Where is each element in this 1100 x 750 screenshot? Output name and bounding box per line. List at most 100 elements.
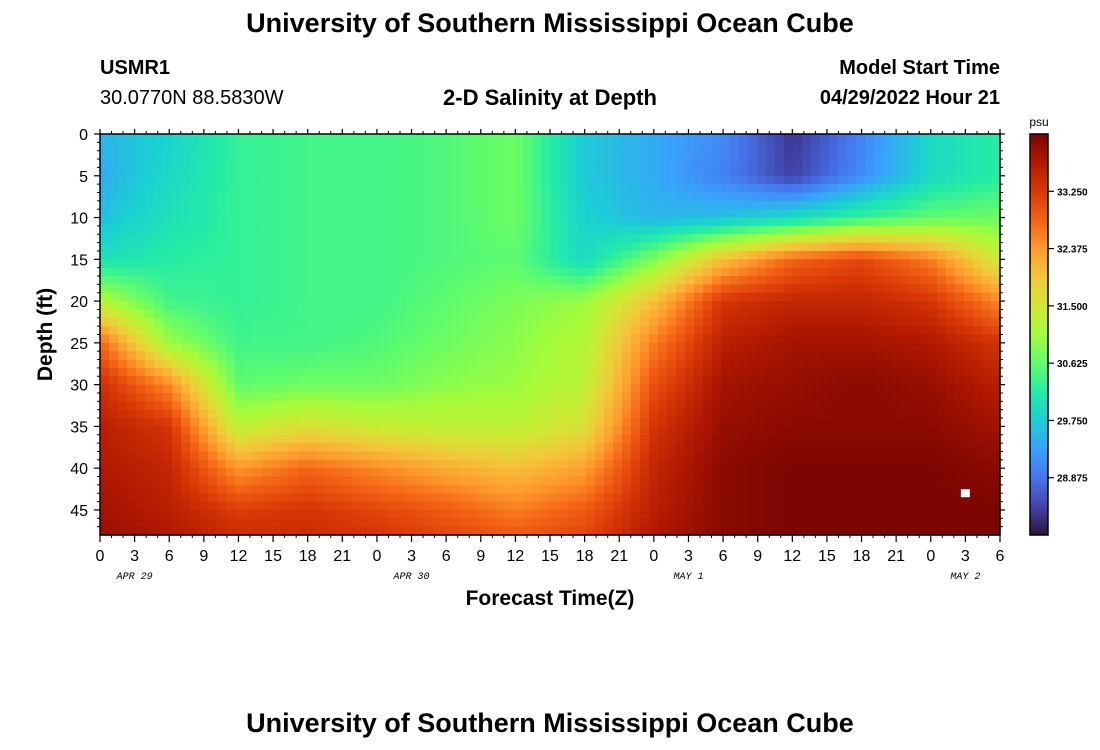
heatmap-cell — [541, 242, 551, 252]
heatmap-cell — [406, 309, 416, 319]
heatmap-cell — [532, 175, 542, 185]
heatmap-cell — [154, 159, 164, 169]
heatmap-cell — [910, 184, 920, 194]
heatmap-cell — [532, 267, 542, 277]
heatmap-cell — [694, 209, 704, 219]
heatmap-cell — [973, 384, 983, 394]
heatmap-cell — [604, 250, 614, 260]
heatmap-cell — [316, 401, 326, 411]
heatmap-cell — [415, 451, 425, 461]
heatmap-cell — [982, 309, 992, 319]
heatmap-cell — [487, 142, 497, 152]
heatmap-cell — [910, 401, 920, 411]
heatmap-cell — [109, 518, 119, 528]
heatmap-cell — [910, 342, 920, 352]
heatmap-cell — [262, 392, 272, 402]
heatmap-cell — [397, 443, 407, 453]
heatmap-cell — [244, 150, 254, 160]
heatmap-cell — [442, 392, 452, 402]
heatmap-cell — [181, 192, 191, 202]
heatmap-cell — [811, 159, 821, 169]
heatmap-cell — [937, 309, 947, 319]
heatmap-cell — [613, 509, 623, 519]
heatmap-cell — [568, 175, 578, 185]
heatmap-cell — [640, 184, 650, 194]
heatmap-cell — [550, 451, 560, 461]
heatmap-cell — [685, 451, 695, 461]
heatmap-cell — [658, 334, 668, 344]
heatmap-cell — [847, 167, 857, 177]
heatmap-cell — [181, 276, 191, 285]
heatmap-cell — [478, 359, 488, 369]
heatmap-cell — [658, 150, 668, 160]
heatmap-cell — [721, 342, 731, 352]
heatmap-cell — [811, 276, 821, 285]
heatmap-cell — [271, 217, 281, 227]
heatmap-cell — [559, 200, 569, 210]
heatmap-cell — [730, 409, 740, 419]
heatmap-cell — [307, 175, 317, 185]
heatmap-cell — [595, 359, 605, 369]
heatmap-cell — [874, 317, 884, 327]
heatmap-cell — [136, 426, 146, 436]
heatmap-cell — [100, 217, 110, 227]
heatmap-cell — [721, 175, 731, 185]
heatmap-cell — [262, 234, 272, 244]
heatmap-cell — [154, 167, 164, 177]
heatmap-cell — [334, 250, 344, 260]
heatmap-cell — [838, 200, 848, 210]
heatmap-cell — [208, 342, 218, 352]
heatmap-cell — [451, 476, 461, 486]
heatmap-cell — [622, 409, 632, 419]
heatmap-cell — [793, 142, 803, 152]
heatmap-cell — [829, 484, 839, 494]
location-marker — [960, 489, 970, 498]
heatmap-cell — [316, 234, 326, 244]
heatmap-cell — [397, 175, 407, 185]
heatmap-cell — [793, 401, 803, 411]
heatmap-cell — [316, 209, 326, 219]
heatmap-cell — [496, 284, 506, 294]
heatmap-cell — [496, 493, 506, 503]
heatmap-cell — [352, 468, 362, 478]
heatmap-cell — [190, 359, 200, 369]
heatmap-cell — [181, 267, 191, 277]
heatmap-cell — [334, 518, 344, 528]
heatmap-cell — [622, 276, 632, 285]
heatmap-cell — [244, 443, 254, 453]
heatmap-cell — [190, 351, 200, 361]
y-tick-label: 10 — [70, 211, 88, 228]
heatmap-cell — [631, 175, 641, 185]
heatmap-cell — [388, 401, 398, 411]
heatmap-cell — [352, 192, 362, 202]
heatmap-cell — [721, 468, 731, 478]
heatmap-cell — [541, 267, 551, 277]
heatmap-cell — [937, 284, 947, 294]
heatmap-cell — [433, 150, 443, 160]
heatmap-cell — [532, 200, 542, 210]
heatmap-cell — [280, 434, 290, 444]
heatmap-cell — [298, 225, 308, 235]
heatmap-cell — [766, 384, 776, 394]
heatmap-cell — [271, 334, 281, 344]
heatmap-cell — [136, 234, 146, 244]
heatmap-cell — [649, 426, 659, 436]
heatmap-cell — [541, 175, 551, 185]
heatmap-cell — [622, 184, 632, 194]
heatmap-cell — [820, 184, 830, 194]
heatmap-cell — [253, 526, 263, 536]
heatmap-cell — [181, 526, 191, 536]
heatmap-cell — [136, 401, 146, 411]
heatmap-cell — [208, 284, 218, 294]
heatmap-cell — [748, 250, 758, 260]
heatmap-cell — [856, 184, 866, 194]
heatmap-cell — [559, 418, 569, 427]
heatmap-cell — [244, 301, 254, 311]
heatmap-cell — [748, 301, 758, 311]
heatmap-cell — [586, 167, 596, 177]
heatmap-cell — [649, 459, 659, 469]
heatmap-cell — [262, 459, 272, 469]
heatmap-cell — [784, 234, 794, 244]
heatmap-cell — [937, 359, 947, 369]
heatmap-cell — [532, 342, 542, 352]
